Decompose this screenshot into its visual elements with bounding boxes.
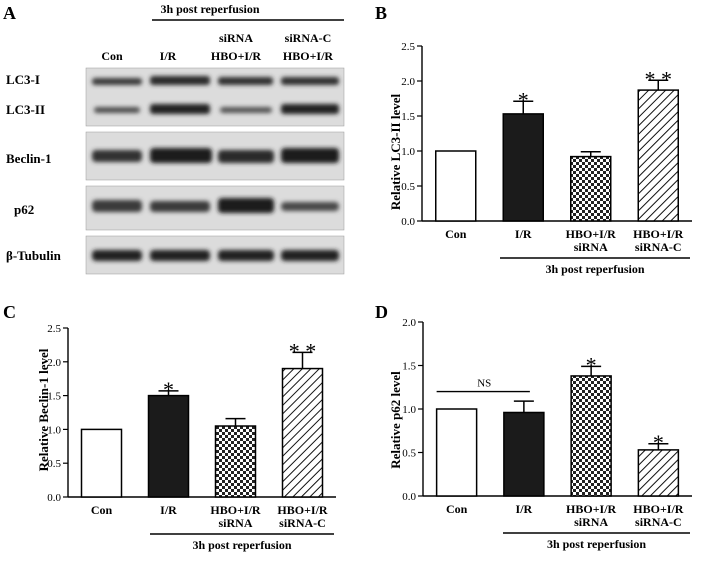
chart-c-category-label: siRNA: [218, 516, 252, 530]
chart-b-ylabel: Relative LC3-II level: [388, 93, 403, 210]
chart-d-category-label: Con: [446, 502, 468, 516]
chart-b-group-label: 3h post reperfusion: [545, 262, 644, 276]
chart-c-ytick-label: 0.0: [47, 492, 61, 504]
chart-c-bar: [214, 425, 257, 498]
blot-bands-tubulin: [92, 250, 339, 261]
chart-d-significance: *: [586, 352, 597, 377]
blot-strip-lc3: [85, 67, 345, 127]
chart-b-category-label: HBO+I/R: [633, 227, 684, 241]
chart-c-ytick-label: 0.5: [47, 458, 61, 470]
chart-b-category-label: siRNA: [574, 240, 608, 254]
blot-row-lc3-i: LC3-I: [6, 72, 40, 87]
chart-d-ytick-label: 0.5: [402, 448, 416, 460]
chart-d-ytick-label: 2.0: [402, 317, 416, 329]
chart-c-bar: [281, 367, 324, 498]
panel-d-label: D: [375, 302, 388, 322]
blot-lane-sirnac-line1: siRNA-C: [285, 31, 332, 45]
blot-bands-p62: [92, 198, 339, 213]
blot-lane-con: Con: [101, 49, 123, 63]
chart-c-significance: *: [163, 377, 174, 402]
chart-c-category-label: siRNA-C: [279, 516, 326, 530]
panel-c-label: C: [3, 302, 16, 322]
chart-c-category-label: HBO+I/R: [277, 503, 328, 517]
chart-p62: D Relative p62 level 0.0 0.5 1.0 1.5 2.0 Con I…: [375, 302, 692, 551]
chart-d-ytick-label: 1.0: [402, 404, 416, 416]
chart-c-bar: [147, 394, 190, 498]
blot-bands-beclin1: [92, 148, 339, 163]
chart-b-ytick-label: 2.5: [401, 41, 415, 53]
chart-b-ytick-label: 2.0: [401, 76, 415, 88]
chart-d-category-label: siRNA: [574, 515, 608, 529]
chart-d-ns-label: NS: [477, 378, 491, 390]
chart-c-category-label: I/R: [160, 503, 177, 517]
chart-c-bar: [80, 428, 123, 498]
chart-c-ytick-label: 2.5: [47, 323, 61, 335]
chart-c-ytick-label: 2.0: [47, 357, 61, 369]
chart-c-ytick-label: 1.0: [47, 424, 61, 436]
blot-row-p62: p62: [14, 202, 34, 217]
chart-b-category-label: siRNA-C: [635, 240, 682, 254]
chart-d-category-label: I/R: [516, 502, 533, 516]
chart-lc3-ii: B Relative LC3-II level 0.0 0.5 1.0 1.5 2.0 2…: [375, 3, 692, 276]
chart-b-category-label: I/R: [515, 227, 532, 241]
chart-d-category-label: HBO+I/R: [566, 502, 617, 516]
chart-d-ytick-label: 0.0: [402, 491, 416, 503]
chart-b-category-label: HBO+I/R: [566, 227, 617, 241]
chart-c-group-label: 3h post reperfusion: [192, 538, 291, 552]
chart-c-significance: * *: [289, 338, 317, 363]
chart-b-bar: [435, 150, 477, 222]
chart-b-category-label: Con: [445, 227, 467, 241]
chart-b-ytick-label: 0.5: [401, 181, 415, 193]
blot-row-beclin1: Beclin-1: [6, 151, 52, 166]
chart-d-bar: [637, 449, 680, 497]
blot-lane-sirna-line1: siRNA: [219, 31, 253, 45]
panel-a-label: A: [3, 3, 16, 23]
blot-lane-sirna-line2: HBO+I/R: [211, 49, 262, 63]
chart-d-significance: *: [653, 430, 664, 455]
chart-d-bar: [570, 375, 612, 497]
chart-b-ytick-label: 1.0: [401, 146, 415, 158]
chart-b-ytick-label: 0.0: [401, 216, 415, 228]
panel-a-blot: A 3h post reperfusion Con I/R siRNA HBO+…: [3, 2, 345, 275]
chart-c-category-label: HBO+I/R: [210, 503, 261, 517]
blot-bands-lc3: [92, 76, 339, 114]
chart-d-ytick-label: 1.5: [402, 361, 416, 373]
chart-d-category-label: HBO+I/R: [633, 502, 684, 516]
chart-d-ylabel: Relative p62 level: [388, 371, 403, 469]
chart-b-bar: [637, 89, 679, 222]
chart-b-bar: [502, 113, 544, 222]
chart-b-bar: [570, 155, 612, 222]
chart-d-bar: [435, 408, 478, 497]
chart-d-category-label: siRNA-C: [635, 515, 682, 529]
chart-b-significance: *: [518, 87, 529, 112]
blot-row-tubulin: β-Tubulin: [6, 248, 62, 263]
chart-b-significance: * *: [645, 66, 673, 91]
chart-c-ylabel: Relative Beclin-1 level: [36, 348, 51, 471]
blot-lane-ir: I/R: [160, 49, 177, 63]
chart-c-ytick-label: 1.5: [47, 391, 61, 403]
chart-c-category-label: Con: [91, 503, 113, 517]
panel-b-label: B: [375, 3, 387, 23]
chart-beclin1: C Relative Beclin-1 level 0.0 0.5 1.0 1.5 2.…: [3, 302, 336, 552]
blot-group-label: 3h post reperfusion: [160, 2, 259, 16]
chart-d-group-label: 3h post reperfusion: [547, 537, 646, 551]
blot-lane-sirnac-line2: HBO+I/R: [283, 49, 334, 63]
blot-row-lc3-ii: LC3-II: [6, 102, 45, 117]
chart-b-ytick-label: 1.5: [401, 111, 415, 123]
chart-d-bar: [503, 411, 545, 497]
